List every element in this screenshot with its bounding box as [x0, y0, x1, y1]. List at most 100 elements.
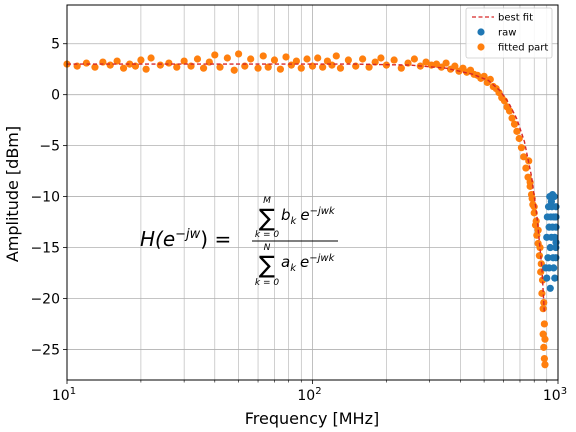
denominator-sum-upper: N: [264, 243, 271, 253]
fitted-point: [535, 252, 544, 260]
fitted-point: [142, 65, 150, 73]
numerator-sum-symbol: ∑: [259, 204, 275, 232]
numerator-sum-upper: M: [263, 196, 271, 206]
fitted-point: [397, 64, 405, 72]
fitted-point: [91, 63, 99, 71]
fitted-point: [377, 54, 385, 62]
raw-point: [546, 284, 554, 292]
fitted-point: [113, 57, 121, 65]
fitted-point: [328, 61, 336, 69]
fitted-point: [522, 164, 530, 172]
fitted-point: [505, 107, 514, 115]
fitted-point: [541, 361, 549, 369]
fitted-point: [137, 56, 145, 64]
y-tick-label: 5: [51, 37, 60, 53]
raw-point: [551, 274, 559, 282]
fitted-point: [247, 55, 255, 63]
legend-marker-raw: [477, 28, 485, 36]
raw-point: [552, 223, 560, 231]
y-tick-label: −15: [30, 241, 60, 257]
fitted-point: [173, 63, 181, 71]
x-tick-label: 103: [543, 386, 567, 404]
fitted-point: [297, 64, 305, 72]
y-tick-label: −5: [39, 139, 60, 155]
fitted-point: [513, 127, 521, 135]
fitted-point: [314, 54, 322, 62]
fitted-point: [264, 63, 272, 71]
x-axis-label: Frequency [MHz]: [245, 409, 379, 428]
fitted-point: [540, 355, 548, 363]
raw-point: [550, 264, 558, 272]
raw-point: [544, 254, 552, 262]
fitted-point: [365, 63, 373, 71]
fitted-point: [230, 66, 238, 74]
fitted-point: [422, 58, 430, 66]
grid-lines: [66, 5, 559, 380]
fitted-point: [520, 153, 528, 161]
numerator-term: bk e−jwk: [281, 206, 336, 227]
formula-lhs: H(e−jw) =: [140, 227, 231, 251]
fitted-point: [119, 64, 128, 72]
fitted-point: [292, 57, 301, 65]
fitted-point: [156, 61, 164, 69]
numerator-sum-lower: k = 0: [255, 230, 279, 240]
fitted-point: [287, 61, 295, 69]
fitted-point: [451, 62, 459, 70]
raw-point: [547, 198, 556, 206]
fitted-point: [211, 51, 219, 59]
fitted-point: [538, 289, 546, 297]
fitted-point: [106, 61, 114, 69]
fitted-point: [529, 201, 537, 209]
fitted-point: [180, 57, 188, 65]
fitted-point: [147, 54, 155, 62]
fitted-point: [193, 55, 202, 63]
fitted-point: [540, 320, 548, 328]
fitted-point: [223, 54, 231, 62]
fitted-point: [254, 64, 262, 72]
fitted-point: [410, 55, 418, 63]
x-tick-label: 101: [52, 386, 76, 404]
y-tick-label: −20: [30, 291, 60, 307]
fitted-point: [336, 64, 345, 72]
fitted-point: [508, 114, 516, 122]
raw-point: [552, 238, 560, 247]
denominator-sum-lower: k = 0: [255, 278, 279, 288]
best-fit-line: [67, 63, 546, 314]
fitted-point: [390, 56, 398, 64]
axis-ticks: 101 102 103 −25 −20 −15 −10 −5 0 5: [30, 37, 567, 404]
legend: best fit raw fitted part: [465, 7, 553, 59]
fitted-point: [515, 134, 523, 143]
best-fit-series: [67, 63, 546, 314]
fitted-point: [259, 52, 267, 60]
raw-point: [548, 190, 557, 199]
x-tick-label: 102: [297, 386, 321, 404]
legend-marker-fitted-part: [477, 43, 485, 51]
legend-box: [465, 7, 553, 59]
raw-series: [541, 190, 560, 292]
fitted-point: [344, 56, 352, 64]
fitted-point: [534, 239, 542, 248]
raw-point: [543, 274, 551, 282]
fitted-point: [539, 330, 547, 338]
transfer-function-annotation: H(e−jw) = M ∑ k = 0 bk e−jwk N ∑ k = 0 ak…: [140, 196, 338, 288]
fitted-point: [303, 55, 311, 63]
fitted-point: [82, 59, 91, 67]
legend-label-best-fit: best fit: [498, 13, 533, 24]
fitted-point: [359, 55, 367, 63]
fitted-point: [276, 65, 284, 73]
fitted-point: [539, 305, 547, 313]
fitted-point: [165, 59, 173, 67]
fitted-point: [199, 64, 208, 72]
fitted-point: [282, 53, 290, 61]
y-tick-label: −25: [30, 342, 60, 358]
fitted-point: [126, 60, 134, 68]
fitted-point: [234, 50, 243, 58]
fitted-point: [319, 63, 327, 71]
y-tick-label: −10: [30, 190, 60, 206]
denominator-term: ak e−jwk: [281, 253, 336, 274]
raw-point: [552, 213, 560, 221]
denominator-sum-symbol: ∑: [259, 251, 275, 279]
fitted-point: [442, 59, 450, 67]
raw-point: [546, 243, 554, 252]
y-axis-label: Amplitude [dBm]: [3, 126, 22, 262]
